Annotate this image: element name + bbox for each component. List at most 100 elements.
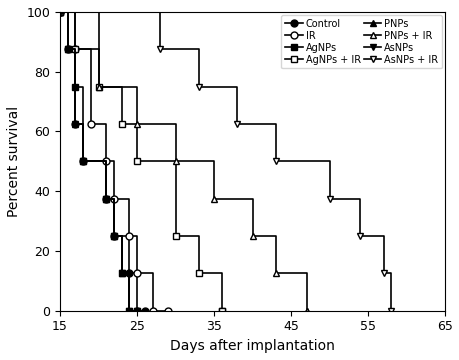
Control — [65, 10, 70, 14]
IR — [165, 309, 170, 313]
PNPs + IR — [95, 85, 101, 89]
PNPs — [80, 159, 86, 163]
Control — [73, 47, 78, 51]
IR — [165, 309, 170, 313]
PNPs + IR — [249, 197, 255, 201]
PNPs — [65, 47, 70, 51]
Line: PNPs + IR: PNPs + IR — [60, 12, 306, 311]
AgNPs — [73, 85, 78, 89]
AsNPs — [65, 47, 70, 51]
X-axis label: Days after implantation: Days after implantation — [170, 339, 334, 353]
IR — [134, 271, 140, 276]
AgNPs — [111, 197, 117, 201]
AsNPs + IR — [387, 271, 393, 276]
AgNPs + IR — [57, 10, 63, 14]
AsNPs — [65, 10, 70, 14]
AsNPs + IR — [326, 197, 332, 201]
PNPs — [111, 197, 117, 201]
PNPs + IR — [57, 10, 63, 14]
AsNPs — [80, 159, 86, 163]
AsNPs — [119, 271, 124, 276]
Control — [80, 159, 86, 163]
Control — [126, 234, 132, 238]
IR — [103, 122, 109, 126]
PNPs + IR — [211, 197, 216, 201]
AgNPs + IR — [73, 47, 78, 51]
Control — [73, 122, 78, 126]
PNPs — [65, 10, 70, 14]
AgNPs — [65, 47, 70, 51]
Control — [111, 197, 117, 201]
PNPs — [119, 271, 124, 276]
IR — [88, 47, 94, 51]
IR — [57, 10, 63, 14]
Control — [57, 10, 63, 14]
PNPs — [103, 197, 109, 201]
IR — [126, 197, 132, 201]
AsNPs — [126, 271, 132, 276]
Line: AsNPs + IR: AsNPs + IR — [60, 12, 390, 311]
IR — [111, 197, 117, 201]
PNPs — [73, 122, 78, 126]
AgNPs + IR — [196, 234, 201, 238]
AsNPs + IR — [196, 85, 201, 89]
AsNPs + IR — [326, 159, 332, 163]
AgNPs + IR — [173, 159, 178, 163]
AgNPs + IR — [218, 271, 224, 276]
AsNPs + IR — [380, 234, 386, 238]
Control — [142, 309, 147, 313]
AgNPs — [103, 159, 109, 163]
Line: AsNPs: AsNPs — [60, 12, 137, 311]
PNPs — [126, 271, 132, 276]
AgNPs — [57, 10, 63, 14]
IR — [150, 309, 155, 313]
PNPs + IR — [272, 271, 278, 276]
Legend: Control, IR, AgNPs, AgNPs + IR, PNPs, PNPs + IR, AsNPs, AsNPs + IR: Control, IR, AgNPs, AgNPs + IR, PNPs, PN… — [281, 15, 441, 68]
Control — [134, 271, 140, 276]
AsNPs — [73, 47, 78, 51]
AsNPs + IR — [387, 309, 393, 313]
IR — [111, 159, 117, 163]
PNPs + IR — [303, 309, 308, 313]
AsNPs — [111, 234, 117, 238]
AgNPs — [134, 309, 140, 313]
AsNPs + IR — [157, 10, 162, 14]
AsNPs + IR — [357, 234, 363, 238]
Line: Control: Control — [60, 12, 145, 311]
PNPs + IR — [134, 122, 140, 126]
AgNPs + IR — [218, 309, 224, 313]
Line: AgNPs: AgNPs — [60, 12, 137, 311]
AsNPs + IR — [380, 271, 386, 276]
AgNPs — [65, 10, 70, 14]
Y-axis label: Percent survival: Percent survival — [7, 106, 21, 217]
AsNPs + IR — [196, 47, 201, 51]
AgNPs + IR — [95, 47, 101, 51]
AsNPs + IR — [157, 47, 162, 51]
AsNPs — [73, 122, 78, 126]
Line: AgNPs + IR: AgNPs + IR — [60, 12, 221, 311]
Control — [126, 271, 132, 276]
AgNPs — [134, 309, 140, 313]
AgNPs — [119, 271, 124, 276]
Control — [103, 197, 109, 201]
PNPs — [103, 159, 109, 163]
AsNPs + IR — [357, 197, 363, 201]
AgNPs — [126, 309, 132, 313]
AgNPs + IR — [95, 85, 101, 89]
PNPs — [57, 10, 63, 14]
AsNPs + IR — [272, 159, 278, 163]
IR — [150, 271, 155, 276]
Control — [111, 234, 117, 238]
Line: PNPs: PNPs — [60, 12, 137, 311]
AsNPs + IR — [234, 122, 240, 126]
PNPs — [111, 234, 117, 238]
PNPs + IR — [249, 234, 255, 238]
AsNPs — [134, 309, 140, 313]
AgNPs + IR — [218, 309, 224, 313]
PNPs + IR — [272, 234, 278, 238]
AsNPs + IR — [57, 10, 63, 14]
AgNPs + IR — [134, 122, 140, 126]
AgNPs — [80, 159, 86, 163]
PNPs + IR — [211, 159, 216, 163]
AgNPs — [80, 85, 86, 89]
